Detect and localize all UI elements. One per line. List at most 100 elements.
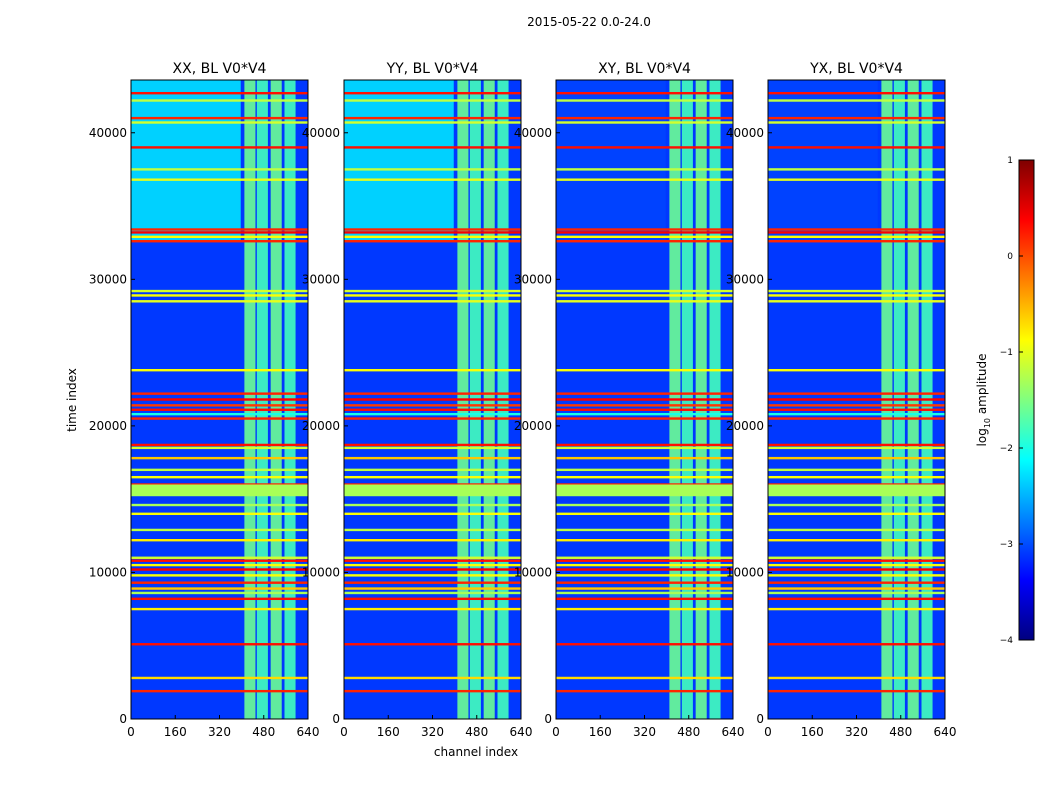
colorbar: 1 0 −1 −2 −3 −4 log10 amplitude xyxy=(975,156,1035,646)
flagged-time-row xyxy=(768,468,945,472)
colorbar-gradient xyxy=(1018,159,1035,641)
flagged-time-row xyxy=(344,294,521,297)
heatmap-panel: YX, BL V0*V4 0 160 320 480 640 0 10000 20000 3000… xyxy=(726,61,957,739)
flagged-time-row xyxy=(556,528,733,532)
flagged-time-row xyxy=(768,676,945,680)
flagged-time-row xyxy=(556,556,733,559)
flagged-time-row xyxy=(768,643,945,646)
y-tick-label: 30000 xyxy=(302,272,340,286)
flagged-time-row xyxy=(556,91,733,95)
flagged-time-row xyxy=(131,99,308,102)
flagged-time-row xyxy=(556,512,733,516)
flagged-time-row xyxy=(768,587,945,590)
flagged-time-row xyxy=(556,689,733,693)
figure-suptitle: 2015-05-22 0.0-24.0 xyxy=(527,15,651,29)
flagged-time-row xyxy=(131,503,308,507)
flagged-time-row xyxy=(344,99,521,102)
flagged-time-row xyxy=(344,468,521,472)
flagged-time-row xyxy=(556,99,733,102)
y-tick-label: 20000 xyxy=(302,419,340,433)
flagged-time-row xyxy=(556,368,733,372)
flagged-time-row xyxy=(556,607,733,611)
flagged-time-row xyxy=(556,116,733,120)
flagged-time-row xyxy=(768,412,945,416)
flagged-time-row xyxy=(344,289,521,293)
y-tick-label: 0 xyxy=(332,712,340,726)
flagged-time-row xyxy=(556,178,733,181)
flagged-time-row xyxy=(131,294,308,297)
flagged-time-row xyxy=(344,178,521,181)
y-tick-label: 40000 xyxy=(302,126,340,140)
flagged-time-row xyxy=(131,300,308,303)
flagged-time-row xyxy=(768,294,945,297)
flagged-time-row xyxy=(131,443,308,447)
y-tick-label: 10000 xyxy=(726,565,764,579)
flagged-time-row xyxy=(768,563,945,567)
heatmap-panel: XY, BL V0*V4 0 160 320 480 640 0 10000 20000 3000… xyxy=(514,61,745,739)
x-tick-label: 0 xyxy=(127,725,135,739)
flagged-time-row xyxy=(131,538,308,542)
heatmap-panels: XX, BL V0*V4 0 160 320 480 640 0 10000 20000 3000… xyxy=(89,61,957,739)
heatmap-panel: XX, BL V0*V4 0 160 320 480 640 0 10000 20000 3000… xyxy=(89,61,320,739)
colorbar-tick-label: 1 xyxy=(1007,156,1013,166)
x-tick-label: 0 xyxy=(340,725,348,739)
flagged-time-row xyxy=(556,503,733,507)
flagged-time-row xyxy=(768,538,945,542)
flagged-time-row xyxy=(131,591,308,595)
panel-title: YY, BL V0*V4 xyxy=(386,61,479,77)
flagged-time-row xyxy=(768,99,945,102)
flagged-time-row xyxy=(768,398,945,401)
flagged-time-row xyxy=(556,408,733,411)
flagged-time-row xyxy=(556,446,733,450)
y-tick-label: 0 xyxy=(544,712,552,726)
flagged-time-row xyxy=(344,146,521,149)
colorbar-tick-label: −4 xyxy=(1000,636,1014,646)
y-tick-label: 40000 xyxy=(514,126,552,140)
flagged-time-row xyxy=(768,300,945,303)
x-tick-label: 640 xyxy=(297,725,320,739)
upper-noise-region xyxy=(556,80,666,242)
flagged-time-row xyxy=(344,503,521,507)
flagged-time-row xyxy=(768,581,945,584)
x-tick-label: 480 xyxy=(252,725,275,739)
flagged-time-row xyxy=(131,581,308,584)
flagged-time-row xyxy=(556,581,733,584)
flagged-time-row xyxy=(344,408,521,411)
y-axis-label: time index xyxy=(65,368,79,432)
flagged-time-row xyxy=(768,456,945,460)
flagged-time-row xyxy=(556,468,733,472)
flagged-time-row xyxy=(131,456,308,460)
flagged-time-row xyxy=(344,559,521,562)
flagged-time-row xyxy=(768,574,945,577)
y-tick-label: 10000 xyxy=(514,565,552,579)
flagged-time-row xyxy=(131,528,308,532)
flagged-time-row xyxy=(344,412,521,416)
x-tick-label: 320 xyxy=(633,725,656,739)
colorbar-tick-label: −3 xyxy=(1000,540,1013,550)
x-axis-label: channel index xyxy=(434,745,518,759)
flagged-time-row xyxy=(556,456,733,460)
x-tick-label: 160 xyxy=(164,725,187,739)
flagged-time-row xyxy=(768,91,945,95)
x-tick-label: 160 xyxy=(377,725,400,739)
flagged-time-row xyxy=(768,368,945,372)
colorbar-tick-label: −2 xyxy=(1000,444,1013,454)
y-tick-label: 40000 xyxy=(726,126,764,140)
flagged-time-row xyxy=(556,228,733,231)
flagged-time-row xyxy=(768,228,945,231)
x-tick-label: 160 xyxy=(589,725,612,739)
flagged-time-row xyxy=(556,417,733,420)
flagged-time-row xyxy=(344,446,521,450)
flagged-time-row xyxy=(131,398,308,401)
flagged-time-row xyxy=(344,528,521,532)
x-tick-label: 480 xyxy=(889,725,912,739)
x-tick-label: 0 xyxy=(552,725,560,739)
flagged-time-row xyxy=(131,643,308,646)
colorbar-tick-label: 0 xyxy=(1007,252,1013,262)
panel-title: XY, BL V0*V4 xyxy=(598,61,691,77)
flagged-time-row xyxy=(344,587,521,590)
x-tick-label: 640 xyxy=(934,725,957,739)
flagged-time-row xyxy=(556,443,733,447)
y-tick-label: 30000 xyxy=(514,272,552,286)
flagged-time-row xyxy=(131,568,308,571)
